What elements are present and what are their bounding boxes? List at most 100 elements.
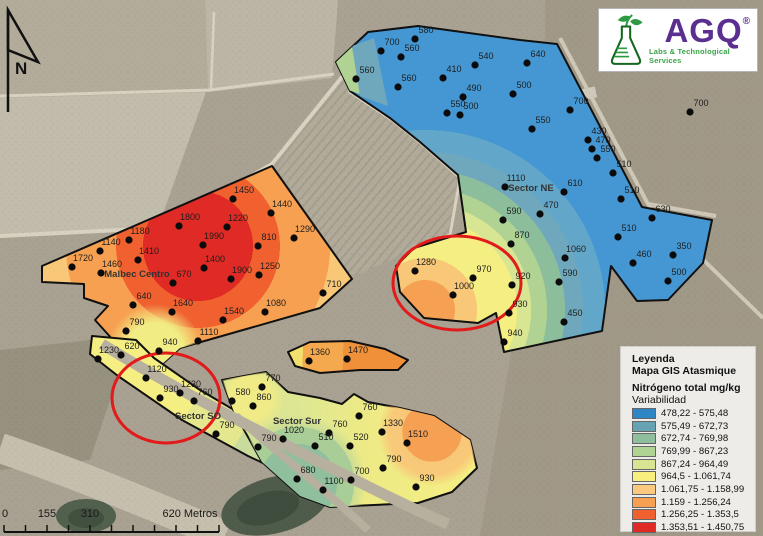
sample-point <box>279 435 287 443</box>
sample-point-value: 1470 <box>348 345 368 355</box>
sample-point <box>122 327 130 335</box>
sample-point <box>449 291 457 299</box>
sample-point <box>614 233 622 241</box>
sample-point <box>94 355 102 363</box>
sample-point <box>293 475 301 483</box>
sample-point <box>125 236 133 244</box>
sample-point-value: 700 <box>573 96 588 106</box>
sample-point-value: 760 <box>332 419 347 429</box>
sample-point-value: 500 <box>671 267 686 277</box>
sample-point <box>394 83 402 91</box>
sample-point-value: 1280 <box>416 257 436 267</box>
sample-point-value: 640 <box>530 49 545 59</box>
legend-class-row: 1.159 - 1.256,24 <box>632 496 751 509</box>
legend-class-row: 867,24 - 964,49 <box>632 458 751 471</box>
sample-point-value: 680 <box>300 465 315 475</box>
highlight-circles <box>110 234 523 445</box>
sample-point <box>255 271 263 279</box>
sample-point <box>500 338 508 346</box>
sample-point-value: 1540 <box>224 306 244 316</box>
sample-point <box>501 183 509 191</box>
sample-point-value: 1360 <box>310 347 330 357</box>
legend-title-line2: Mapa GIS Atasmique <box>632 365 737 377</box>
legend-range-label: 1.061,75 - 1.158,99 <box>661 483 745 495</box>
legend-range-label: 1.353,51 - 1.450,75 <box>661 522 745 534</box>
sample-point-value: 1330 <box>383 418 403 428</box>
legend-color-swatch <box>632 471 656 483</box>
sample-point-value: 870 <box>514 230 529 240</box>
sample-point <box>346 442 354 450</box>
legend-title-line1: Leyenda <box>632 353 675 365</box>
sample-point <box>194 337 202 345</box>
sample-point-value: 620 <box>124 341 139 351</box>
sample-point-value: 770 <box>265 373 280 383</box>
sample-point <box>507 240 515 248</box>
legend-class-row: 769,99 - 867,23 <box>632 445 751 458</box>
sample-point <box>443 109 451 117</box>
sample-point-value: 1720 <box>73 253 93 263</box>
sample-point-value: 470 <box>543 200 558 210</box>
sample-point <box>469 274 477 282</box>
sample-point <box>229 195 237 203</box>
sample-point-value: 590 <box>562 268 577 278</box>
sample-point-value: 1410 <box>139 246 159 256</box>
sample-point-value: 1100 <box>324 476 343 486</box>
sample-point-value: 630 <box>655 204 670 214</box>
sample-point-value: 930 <box>512 299 527 309</box>
sample-point <box>536 210 544 218</box>
sample-point <box>227 275 235 283</box>
sector-name-label: Sector NE <box>508 183 553 194</box>
sample-point <box>412 483 420 491</box>
sample-point-value: 510 <box>624 185 639 195</box>
sample-point <box>199 241 207 249</box>
sample-point <box>200 264 208 272</box>
sector-name-label: Sector Sur <box>273 416 321 427</box>
registered-mark: ® <box>742 15 751 27</box>
sample-point <box>117 351 125 359</box>
sample-point <box>456 111 464 119</box>
sample-point <box>609 169 617 177</box>
sample-point-value: 1510 <box>408 429 428 439</box>
agq-flask-icon <box>610 14 643 65</box>
sample-point <box>686 108 694 116</box>
sample-point-value: 500 <box>463 101 478 111</box>
sample-point <box>305 357 313 365</box>
sample-point <box>249 402 257 410</box>
sample-point <box>347 476 355 484</box>
sample-point-value: 1440 <box>272 199 292 209</box>
sample-point-value: 430 <box>591 126 606 136</box>
agq-logo: AGQ® Labs & Technological Services <box>598 8 758 72</box>
sample-point-value: 590 <box>506 206 521 216</box>
sample-point <box>156 394 164 402</box>
legend-panel: Leyenda Mapa GIS Atasmique Nitrógeno tot… <box>620 346 756 534</box>
sample-point <box>561 254 569 262</box>
sample-point-value: 860 <box>256 392 271 402</box>
scale-bar-labels: 0 155 310 620 Metros <box>2 508 218 520</box>
agq-tagline: Labs & Technological Services <box>649 46 730 65</box>
sample-point-value: 1020 <box>284 425 304 435</box>
scale-label: 310 <box>81 508 99 520</box>
sample-point-value: 920 <box>515 271 530 281</box>
scale-label: 155 <box>38 508 56 520</box>
sample-point-value: 930 <box>419 473 434 483</box>
sample-point-value: 560 <box>359 65 374 75</box>
legend-class-row: 1.353,51 - 1.450,75 <box>632 521 751 534</box>
sample-point-value: 550 <box>535 115 550 125</box>
legend-range-label: 964,5 - 1.061,74 <box>661 471 731 483</box>
legend-class-row: 964,5 - 1.061,74 <box>632 470 751 483</box>
sample-point <box>352 75 360 83</box>
agq-logo-text: AGQ® Labs & Technological Services <box>649 14 751 65</box>
sample-point-value: 1000 <box>454 281 474 291</box>
legend-color-swatch <box>632 458 656 470</box>
legend-range-label: 1.256,25 - 1.353,5 <box>661 509 739 521</box>
sample-point-value: 610 <box>567 178 582 188</box>
sample-point-value: 1110 <box>507 173 526 183</box>
sample-point <box>96 247 104 255</box>
sample-point <box>168 308 176 316</box>
sample-point <box>459 93 467 101</box>
sample-point-value: 1800 <box>180 212 200 222</box>
sample-point-value: 1120 <box>147 364 166 374</box>
sample-point <box>325 429 333 437</box>
